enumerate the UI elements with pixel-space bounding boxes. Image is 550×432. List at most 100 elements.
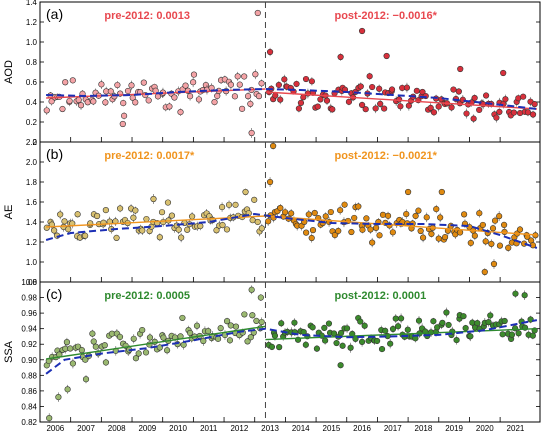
data-point [457, 65, 464, 73]
data-point [389, 229, 396, 236]
smoothed-fit-curve [46, 87, 538, 110]
data-point [355, 203, 362, 210]
data-point [404, 188, 412, 196]
post-2012-trend-label: post-2012: −0.0021* [334, 150, 437, 162]
data-point [512, 290, 519, 297]
data-point [496, 108, 503, 115]
data-point [219, 221, 226, 229]
data-point [501, 317, 508, 325]
data-point [435, 103, 442, 110]
data-point [69, 77, 76, 84]
panel-label: (a) [46, 6, 63, 22]
smoothed-fit-curve [45, 212, 538, 249]
data-point [505, 244, 512, 251]
data-point [227, 81, 235, 88]
data-point [417, 227, 424, 235]
data-point [327, 208, 334, 216]
data-point [102, 359, 110, 366]
data-point [248, 286, 255, 293]
data-point [322, 213, 329, 220]
data-point [200, 337, 207, 345]
data-point [114, 81, 121, 89]
data-point [499, 331, 506, 338]
data-point [266, 178, 274, 186]
data-point [474, 320, 481, 327]
data-point [335, 227, 342, 235]
data-point [456, 229, 464, 236]
data-point [160, 334, 167, 341]
data-point [384, 212, 392, 219]
y-tick-label: 1.8 [26, 178, 38, 187]
data-point [496, 242, 504, 249]
data-point [281, 76, 288, 83]
data-point [339, 342, 346, 349]
y-tick-label: 0.8 [26, 58, 38, 67]
data-point [415, 207, 422, 214]
data-point [441, 234, 449, 241]
data-point [470, 115, 477, 122]
data-point [369, 239, 376, 246]
data-point [382, 327, 389, 334]
data-point [156, 344, 163, 351]
data-point [266, 48, 274, 56]
data-point [177, 109, 184, 116]
data-point [309, 227, 317, 234]
data-point [271, 332, 279, 339]
data-point [351, 214, 358, 222]
data-point [82, 232, 89, 239]
x-tick-label: 2007 [77, 424, 95, 432]
data-point [493, 114, 500, 121]
y-tick-label: 0 [33, 138, 38, 147]
data-point [359, 226, 366, 233]
data-point [139, 227, 146, 234]
data-point [82, 376, 90, 383]
data-point [529, 111, 537, 118]
data-point [197, 223, 204, 230]
y-tick-label: 0.2 [26, 118, 38, 127]
data-point [61, 218, 68, 225]
data-point [130, 214, 137, 221]
data-point [234, 73, 241, 80]
y-tick-label: 0.8 [26, 278, 38, 287]
data-point [74, 343, 82, 350]
data-point [437, 214, 444, 221]
data-point [430, 109, 438, 116]
x-tick-label: 2013 [261, 424, 279, 432]
x-tick-label: 2019 [445, 424, 463, 432]
y-tick-label: 2.0 [26, 158, 38, 167]
data-point [51, 227, 58, 234]
data-point [258, 225, 265, 232]
data-point [92, 343, 99, 350]
data-point [397, 103, 404, 110]
data-point [160, 218, 167, 226]
data-point [120, 112, 128, 119]
x-tick-label: 2011 [200, 424, 218, 432]
data-point [343, 325, 351, 332]
data-point [247, 334, 254, 341]
data-point [490, 260, 498, 268]
data-point [460, 313, 467, 320]
data-point [366, 73, 373, 80]
data-point [55, 394, 62, 401]
data-point [225, 201, 233, 208]
data-point [381, 105, 388, 112]
x-tick-label: 2016 [353, 424, 371, 432]
post-2012-trend-label: post-2012: −0.0016* [334, 10, 437, 22]
data-point [321, 324, 328, 332]
data-point [120, 99, 127, 107]
data-point [251, 196, 258, 203]
data-point [242, 188, 249, 196]
data-point [231, 93, 238, 100]
data-point [93, 212, 101, 220]
data-point [244, 93, 252, 100]
y-tick-label: 1.2 [26, 18, 38, 27]
data-point [236, 81, 243, 88]
data-point [508, 331, 516, 338]
data-point [238, 105, 246, 112]
panel-frame [39, 1, 541, 143]
data-point [488, 240, 495, 247]
data-point [471, 232, 478, 239]
data-point [337, 362, 344, 369]
data-point [64, 386, 71, 393]
data-point [255, 93, 263, 100]
